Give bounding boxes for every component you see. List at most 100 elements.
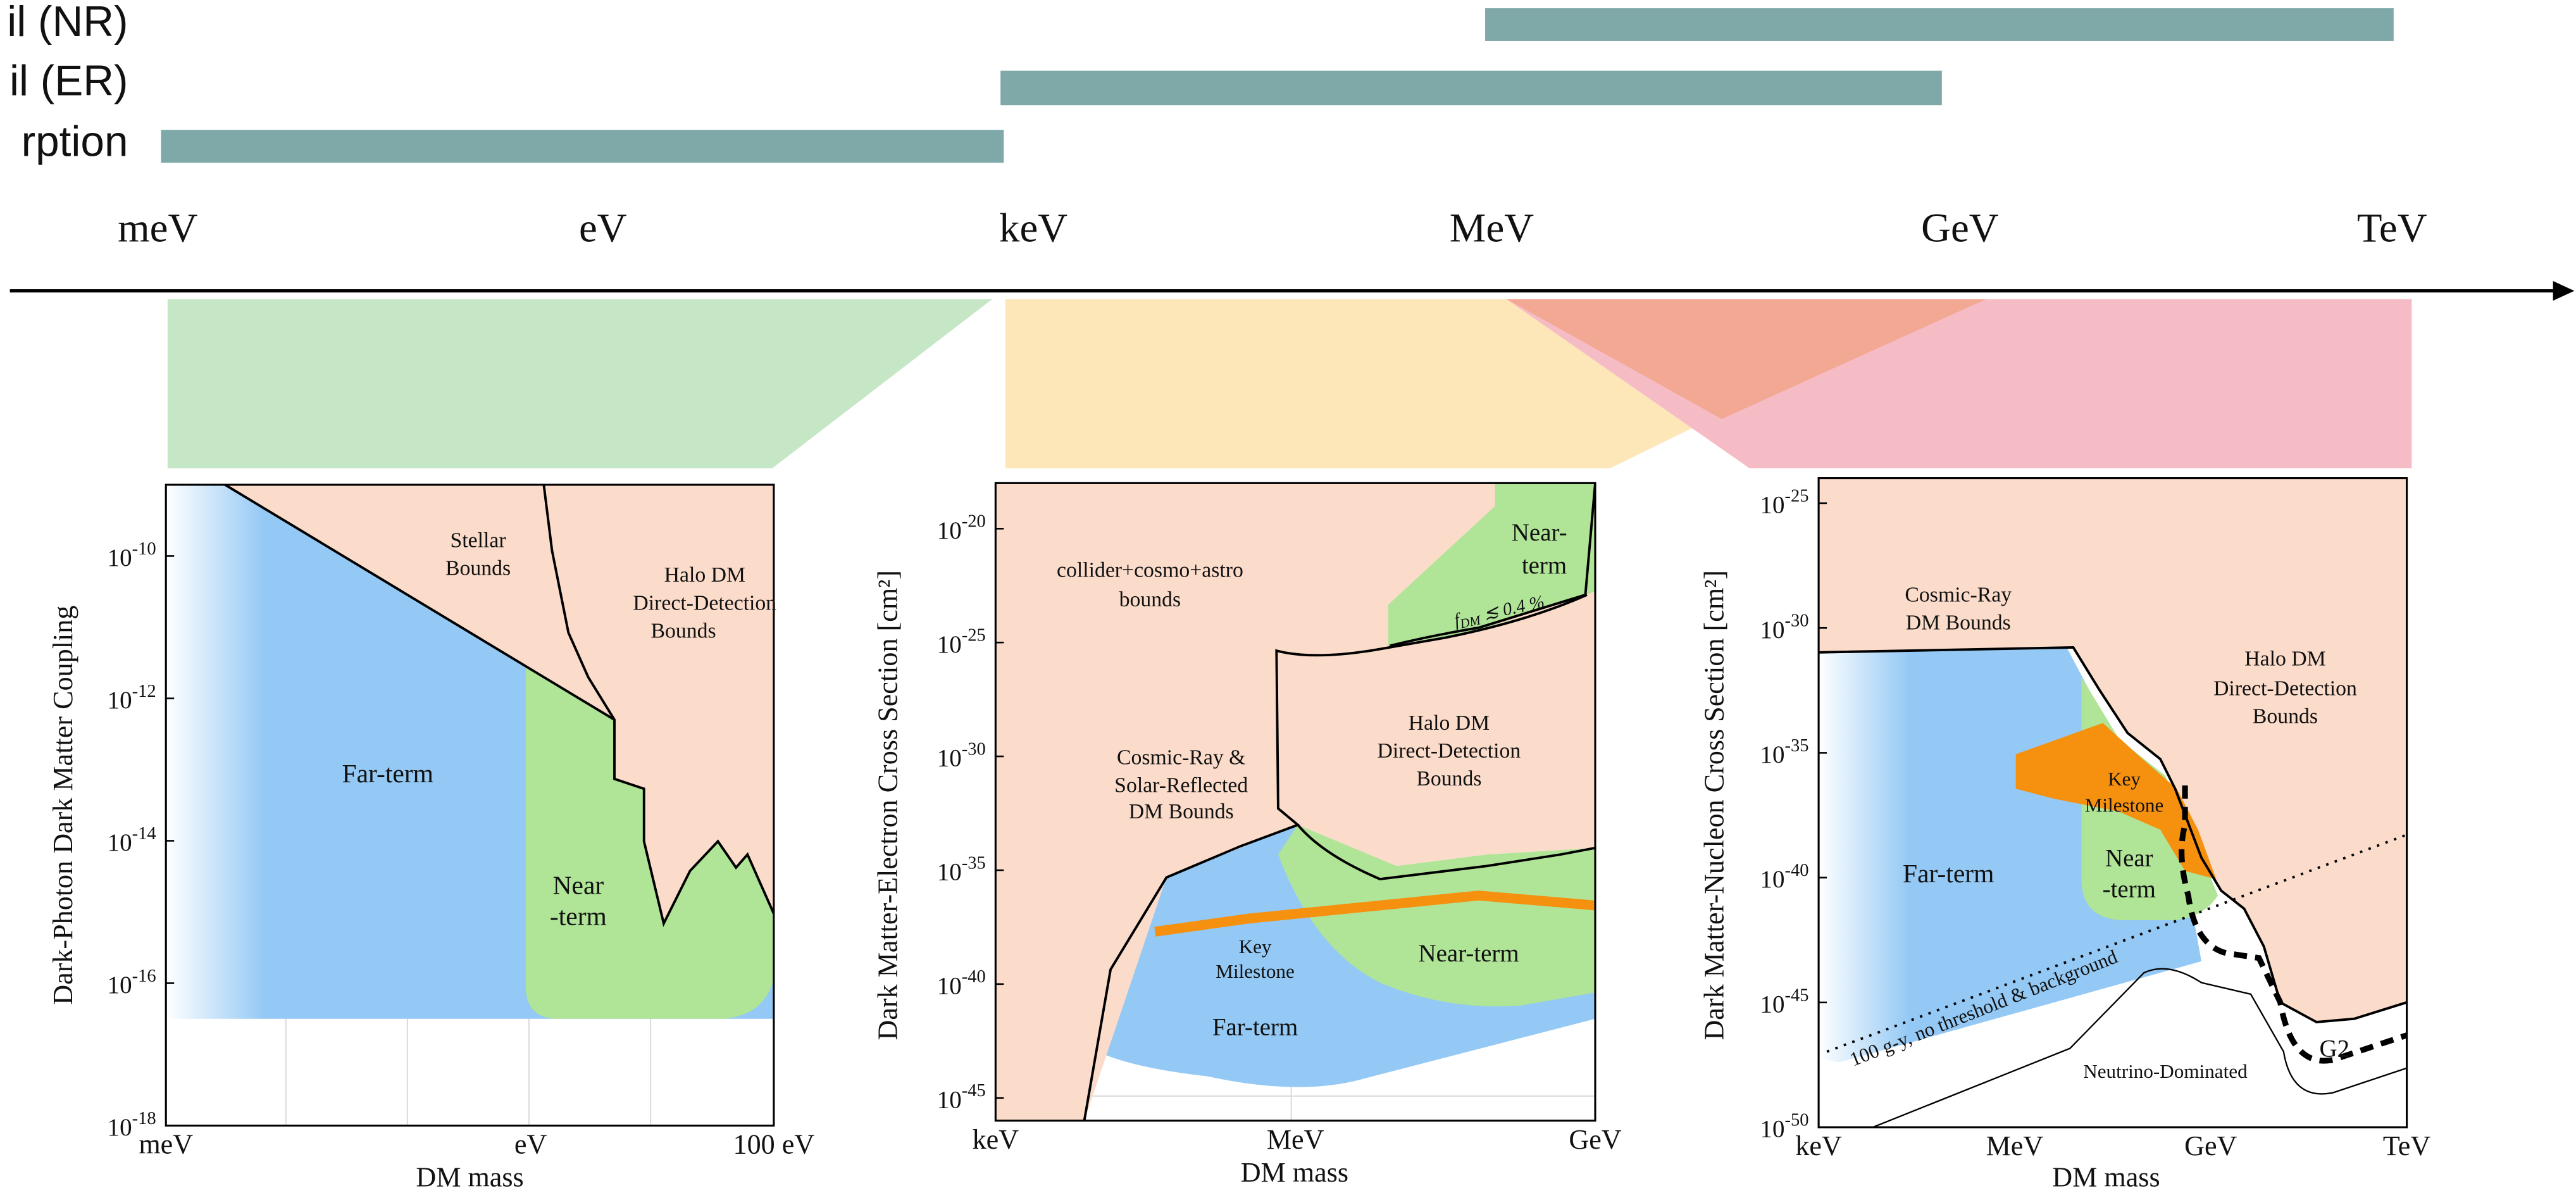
panel1-x-ticks: meV eV 100 eV <box>139 1129 814 1160</box>
panel1-direct-detection-boundary <box>542 484 774 927</box>
panel2-label-collider-2: bounds <box>1119 588 1181 611</box>
panel3-neutrino-floor <box>1872 968 2407 1128</box>
panel3-label-halo-2: Direct-Detection <box>2213 677 2357 700</box>
panel2-cosmic-ray-boundary <box>1083 594 1588 1121</box>
x-tick-label: eV <box>514 1129 547 1160</box>
panel1-label-stellar-1: Stellar <box>450 529 506 553</box>
panel1-label-stellar-2: Bounds <box>445 557 511 580</box>
panel3-far-term-fade <box>1819 652 1909 1080</box>
panel2-label-cosmic-2: Solar-Reflected <box>1114 773 1248 797</box>
panel2-y-axis-label: Dark Matter-Electron Cross Section [cm²] <box>873 570 904 1040</box>
panel3-label-cosmic-1: Cosmic-Ray <box>1905 583 2012 606</box>
panel2-near-term-fdm-region <box>1388 483 1596 646</box>
y-tick-label: 10-45 <box>1760 985 1809 1018</box>
channel-label-absorption: rption <box>22 118 128 166</box>
panel3-label-cosmic-2: DM Bounds <box>1906 611 2011 634</box>
panel1-x-axis-label: DM mass <box>416 1162 523 1193</box>
y-tick-label: 10-12 <box>108 682 156 714</box>
panel3-label-g2: G2 <box>2320 1035 2350 1062</box>
panel3-x-axis-label: DM mass <box>2052 1162 2160 1193</box>
panel2-label-near-fdm-1: Near- <box>1512 519 1567 546</box>
y-tick-label: 10-14 <box>108 824 156 856</box>
panel2-label-collider-1: collider+cosmo+astro <box>1057 558 1243 582</box>
y-tick-label: 10-35 <box>937 853 986 885</box>
mass-axis-arrowhead <box>2553 281 2575 301</box>
panel2-label-cosmic-1: Cosmic-Ray & <box>1117 746 1245 769</box>
y-tick-label: 10-35 <box>1760 736 1809 768</box>
panel-dm-electron: collider+cosmo+astro bounds Cosmic-Ray &… <box>873 482 1622 1188</box>
panel2-label-near-term: Near-term <box>1418 940 1519 967</box>
channel-bar-absorption <box>161 130 1004 163</box>
channel-bar-nr <box>1485 8 2394 41</box>
panel3-label-key-1: Key <box>2108 768 2141 790</box>
x-tick-label: keV <box>1795 1130 1842 1161</box>
panel3-x-ticks: keV MeV GeV TeV <box>1795 1130 2430 1161</box>
panel1-near-term-region <box>525 665 774 1019</box>
panel2-y-ticks: 10-20 10-25 10-30 10-35 10-40 10-45 <box>937 512 1004 1113</box>
channel-label-nr: il (NR) <box>7 0 128 46</box>
panel3-label-neutrino: Neutrino-Dominated <box>2083 1060 2248 1082</box>
panel1-label-halo-2: Direct-Detection <box>633 591 776 615</box>
panel3-excluded-region <box>1819 478 2407 1022</box>
panel1-y-axis-label: Dark-Photon Dark Matter Coupling <box>47 606 78 1005</box>
x-tick-label: MeV <box>1986 1130 2044 1161</box>
panel2-direct-detection-boundary <box>1297 824 1596 881</box>
x-tick-label: MeV <box>1267 1124 1324 1155</box>
y-tick-label: 10-18 <box>108 1109 156 1141</box>
panel2-label-cosmic-3: DM Bounds <box>1129 800 1234 823</box>
y-tick-label: 10-30 <box>1760 611 1809 644</box>
panel2-label-halo-1: Halo DM <box>1409 711 1490 735</box>
y-tick-label: 10-25 <box>937 626 986 658</box>
mass-tick-ev: eV <box>579 206 627 251</box>
panel3-g2-line <box>2179 785 2407 1064</box>
panel3-bounds-boundary <box>1819 646 2407 1023</box>
panel2-near-term-region <box>1278 825 1596 1007</box>
panel1-label-halo-1: Halo DM <box>664 563 745 587</box>
channel-label-er: il (ER) <box>9 58 128 105</box>
panel1-label-near-term-1: Near <box>553 870 604 899</box>
panel3-label-near-term-1: Near <box>2105 844 2153 871</box>
y-tick-label: 10-40 <box>1760 861 1809 893</box>
absorption-band <box>167 299 993 468</box>
panel2-frame <box>994 482 1596 1122</box>
panel-dm-nucleon: Cosmic-Ray DM Bounds Halo DM Direct-Dete… <box>1699 477 2430 1193</box>
panel2-label-near-fdm-2: term <box>1522 552 1567 579</box>
panel2-key-milestone-line <box>1154 890 1596 937</box>
mass-tick-kev: keV <box>999 206 1067 251</box>
panel3-label-key-2: Milestone <box>2085 794 2164 816</box>
x-tick-label: meV <box>139 1129 193 1160</box>
panel3-label-halo-1: Halo DM <box>2244 647 2325 671</box>
x-tick-label: 100 eV <box>733 1129 815 1160</box>
panel2-label-key-2: Milestone <box>1216 960 1295 982</box>
panel1-y-ticks: 10-10 10-12 10-14 10-16 10-18 <box>108 539 175 1141</box>
panel3-label-far-term: Far-term <box>1903 859 1994 888</box>
y-tick-label: 10-40 <box>937 967 986 999</box>
panel3-y-axis-label: Dark Matter-Nucleon Cross Section [cm²] <box>1699 570 1730 1040</box>
mass-tick-gev: GeV <box>1921 206 1999 251</box>
x-tick-label: GeV <box>1569 1124 1621 1155</box>
panel2-x-axis-label: DM mass <box>1241 1157 1348 1188</box>
channel-bar-er <box>1000 70 1942 106</box>
panel2-label-key-1: Key <box>1239 935 1272 958</box>
panel1-frame <box>165 484 775 1127</box>
panel3-label-halo-3: Bounds <box>2253 704 2318 728</box>
panel3-key-milestone-region <box>2015 723 2217 880</box>
panel1-stellar-boundary <box>224 484 616 721</box>
panel3-label-near-term-2: -term <box>2103 876 2156 903</box>
overlap-band <box>1506 299 1986 420</box>
x-tick-label: TeV <box>2383 1130 2430 1161</box>
panel3-frame <box>1817 477 2408 1128</box>
mass-tick-mev: MeV <box>1450 206 1534 251</box>
panel2-label-halo-3: Bounds <box>1416 767 1481 790</box>
panel1-label-halo-3: Bounds <box>650 619 716 642</box>
panel2-label-far-term: Far-term <box>1212 1014 1298 1041</box>
panel2-fdm-boundary <box>1389 483 1596 647</box>
y-tick-label: 10-20 <box>937 512 986 544</box>
top-scale: il (NR) il (ER) rption meV eV keV MeV Ge… <box>7 0 2575 301</box>
panel1-label-near-term-2: -term <box>550 902 607 931</box>
panel-dark-photon: Stellar Bounds Halo DM Direct-Detection … <box>47 484 814 1193</box>
y-tick-label: 10-50 <box>1760 1111 1809 1143</box>
panel1-label-far-term: Far-term <box>342 759 433 788</box>
panel2-label-halo-2: Direct-Detection <box>1378 739 1521 763</box>
y-tick-label: 10-30 <box>937 739 986 771</box>
